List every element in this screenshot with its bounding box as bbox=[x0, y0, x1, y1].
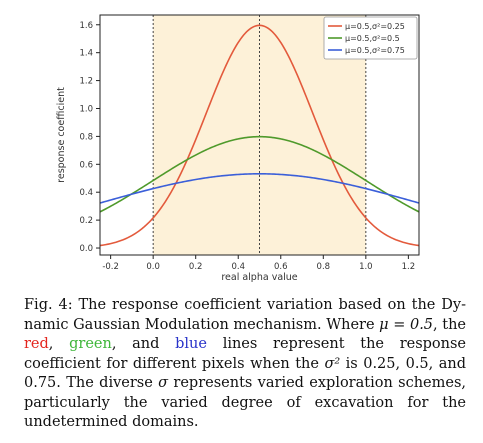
caption-text: Fig. 4: The response coefficient variati… bbox=[24, 297, 466, 333]
legend-label: μ=0.5,σ²=0.75 bbox=[345, 46, 405, 55]
y-tick-label: 1.2 bbox=[79, 77, 93, 87]
x-tick-label: 0.2 bbox=[189, 262, 203, 272]
caption-text: , the bbox=[433, 316, 466, 333]
caption-green: green bbox=[69, 336, 112, 352]
caption-mu: μ = 0.5 bbox=[379, 316, 434, 333]
y-tick-label: 1.0 bbox=[79, 104, 93, 114]
y-tick-label: 1.6 bbox=[79, 21, 93, 31]
caption-text: , bbox=[48, 336, 70, 352]
x-tick-label: 0.0 bbox=[146, 262, 160, 272]
caption-sigma: σ bbox=[158, 375, 169, 391]
y-tick-label: 0.2 bbox=[79, 216, 93, 226]
x-tick-label: -0.2 bbox=[102, 262, 119, 272]
caption-text: , and bbox=[111, 336, 176, 352]
x-tick-label: 0.4 bbox=[231, 262, 245, 272]
caption-text: is 0.25, 0.5, and 0.75. The diverse bbox=[24, 355, 467, 392]
x-tick-label: 0.6 bbox=[274, 262, 288, 272]
y-tick-label: 1.4 bbox=[79, 49, 93, 59]
caption-text: lines represent the response coefficient… bbox=[24, 336, 467, 372]
series-line-1 bbox=[99, 24, 420, 247]
y-axis-label: response coefficient bbox=[56, 87, 67, 183]
x-tick-label: 1.2 bbox=[402, 262, 416, 272]
legend-box bbox=[323, 16, 418, 60]
caption-text: represents varied exploration schemes, p… bbox=[24, 375, 466, 430]
series-line-2 bbox=[99, 135, 420, 213]
figure-caption: Fig. 4: The response coefficient variati… bbox=[24, 296, 466, 433]
legend-label: μ=0.5,σ²=0.5 bbox=[345, 34, 400, 43]
y-tick-label: 0.8 bbox=[79, 132, 93, 142]
legend-label: μ=0.5,σ²=0.25 bbox=[345, 22, 405, 31]
caption-blue: blue bbox=[175, 336, 207, 352]
y-tick-label: 0.0 bbox=[79, 244, 93, 254]
y-tick-label: 0.6 bbox=[79, 160, 93, 170]
y-tick-label: 0.4 bbox=[79, 188, 93, 198]
x-axis-label: real alpha value bbox=[221, 272, 297, 283]
plot-frame bbox=[99, 14, 420, 256]
caption-red: red bbox=[24, 336, 49, 352]
series-line-3 bbox=[99, 173, 420, 204]
figure: -0.2 0.0 0.2 0.4 0.6 0.8 1.0 1.2 0.0 0.2 0.4 0.6 0.8… bbox=[56, 14, 420, 283]
caption-sigma2: σ² bbox=[324, 355, 341, 372]
response-chart: -0.2 0.0 0.2 0.4 0.6 0.8 1.0 1.2 0.0 0.2 0.4 0.6 0.8… bbox=[56, 14, 420, 283]
x-tick-label: 0.8 bbox=[317, 262, 331, 272]
x-tick-label: 1.0 bbox=[359, 262, 373, 272]
